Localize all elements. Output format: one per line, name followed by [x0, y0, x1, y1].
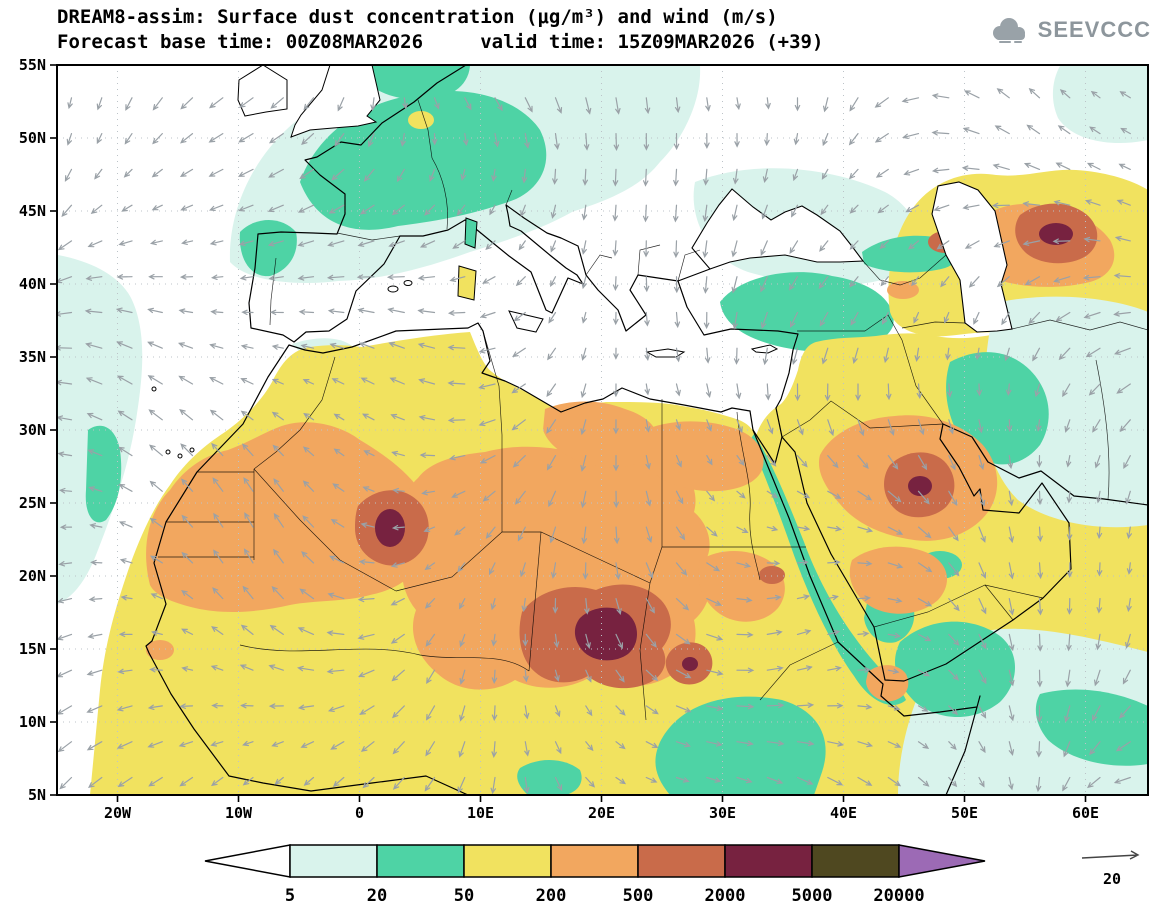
colorbar-level-label: 50: [454, 886, 474, 906]
colorbar-cell: [724, 844, 813, 878]
colorbar-cell: [550, 844, 639, 878]
colorbar-cell: [376, 844, 465, 878]
crete: [645, 348, 686, 358]
wind-arrows: [57, 87, 1133, 795]
lon-tick-label: 30E: [709, 804, 736, 822]
lat-tick-label: 5N: [28, 786, 46, 804]
sardinia: [457, 265, 477, 301]
map-title: DREAM8-assim: Surface dust concentration…: [57, 6, 778, 28]
lat-tick-label: 40N: [19, 275, 46, 293]
colorbar-level-label: 5000: [792, 886, 833, 906]
colorbar-level-label: 200: [536, 886, 567, 906]
lon-tick-label: 0: [355, 804, 364, 822]
country-borders: [158, 99, 1148, 721]
lat-tick-label: 55N: [19, 56, 46, 74]
caspian-sea: [931, 181, 1013, 333]
colorbar-level-label: 20000: [873, 886, 924, 906]
lat-tick-label: 50N: [19, 129, 46, 147]
wind-reference: 20: [1081, 850, 1140, 888]
lon-tick-label: 10W: [225, 804, 253, 822]
colorbar-level-label: 2000: [705, 886, 746, 906]
colorbar-cell: [637, 844, 726, 878]
lon-tick-label: 60E: [1072, 804, 1099, 822]
lon-tick-label: 20W: [104, 804, 132, 822]
lat-tick-label: 15N: [19, 640, 46, 658]
lon-tick-label: 50E: [951, 804, 978, 822]
wind-reference-arrow-icon: [1081, 850, 1140, 860]
colorbar-legend: 5 20 50 200 500 2000 5000 20000: [204, 844, 986, 906]
lat-tick-label: 30N: [19, 421, 46, 439]
corsica: [464, 217, 478, 249]
lon-tick-label: 20E: [588, 804, 615, 822]
colorbar-below-arrow: [204, 844, 291, 878]
colorbar-level-label: 5: [285, 886, 295, 906]
wind-arrows-layer: [57, 87, 1133, 795]
colorbar-level-label: 500: [623, 886, 654, 906]
cloud-icon: [992, 18, 1025, 43]
lon-tick-label: 10E: [467, 804, 494, 822]
colorbar-cell: [811, 844, 900, 878]
lat-tick-label: 35N: [19, 348, 46, 366]
cyprus: [750, 344, 779, 354]
colorbar-cell: [289, 844, 378, 878]
lat-tick-label: 20N: [19, 567, 46, 585]
lat-tick-label: 10N: [19, 713, 46, 731]
colorbar-level-label: 20: [367, 886, 387, 906]
great-britain: [290, 65, 381, 138]
seevccc-logo: SEEVCCC: [987, 16, 1151, 44]
dust-field-layer: [58, 66, 1148, 795]
lon-tick-label: 40E: [830, 804, 857, 822]
lat-tick-label: 25N: [19, 494, 46, 512]
colorbar-above-arrow: [898, 844, 986, 878]
wind-reference-value: 20: [1103, 870, 1121, 888]
sicily: [508, 310, 544, 333]
lat-tick-label: 45N: [19, 202, 46, 220]
ireland: [237, 65, 288, 117]
dust-level-20-50: [85, 66, 894, 523]
colorbar-cell: [463, 844, 552, 878]
axis-ticks: 55N 50N 45N 40N 35N 30N 25N 20N 15N 10N 5N 20W 10W 0 1…: [19, 56, 1099, 822]
map-subtitle: Forecast base time: 00Z08MAR2026 valid t…: [57, 31, 824, 53]
logo-text: SEEVCCC: [1037, 17, 1151, 42]
